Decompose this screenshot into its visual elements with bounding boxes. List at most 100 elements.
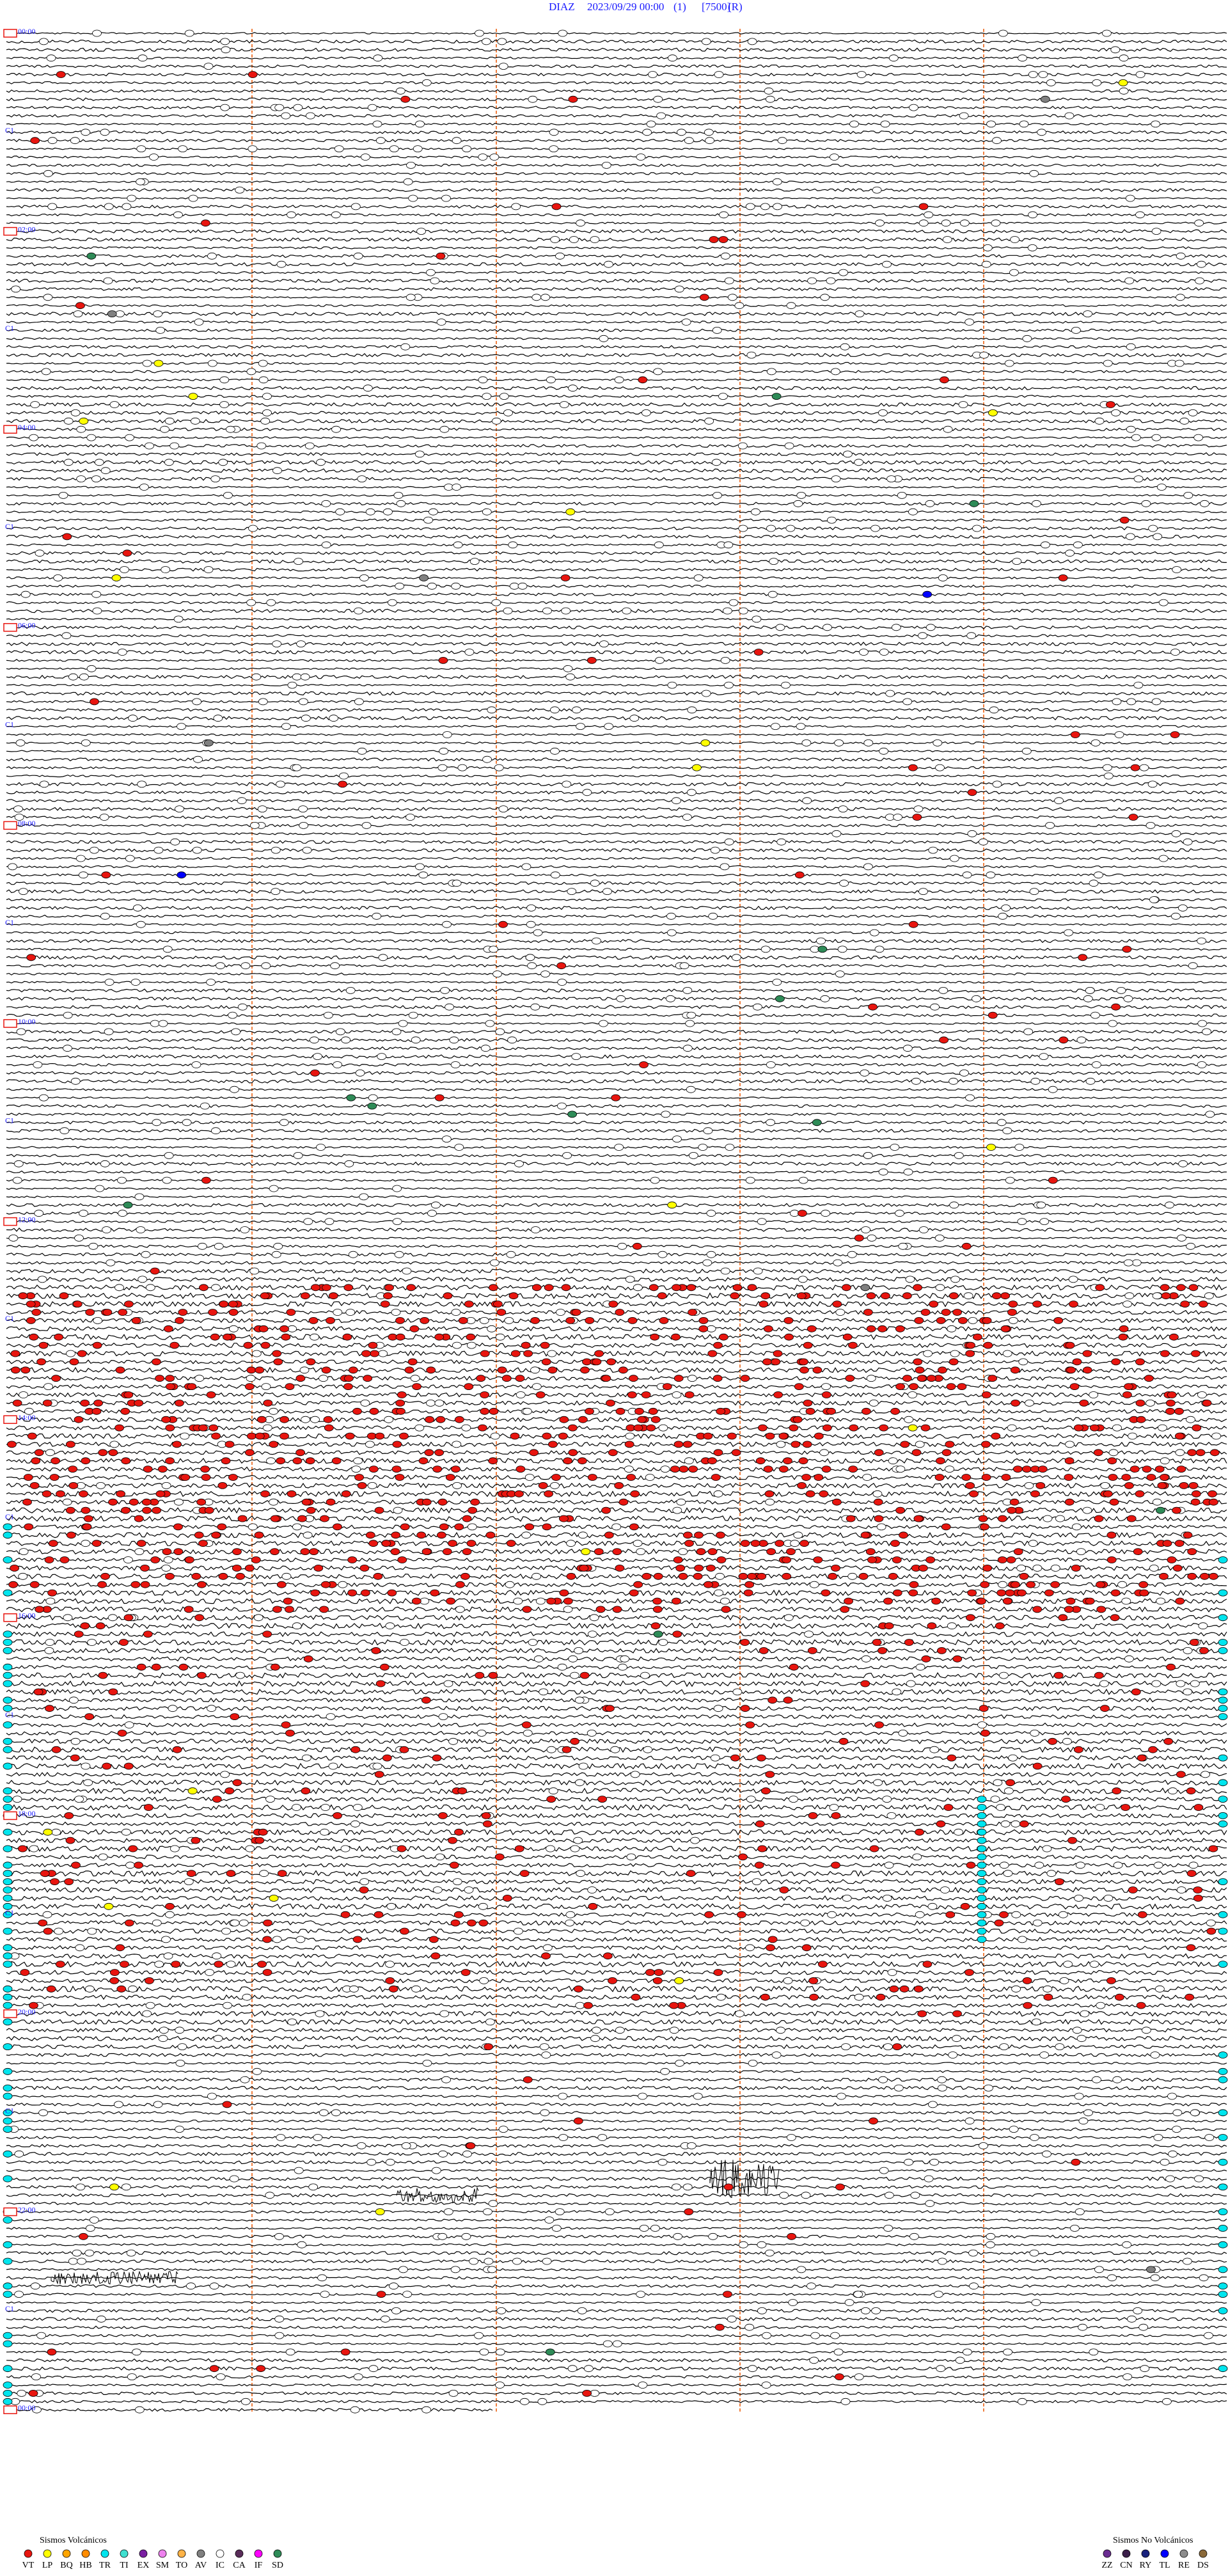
- event-marker: [773, 203, 782, 210]
- event-marker: [368, 1341, 378, 1349]
- event-marker: [937, 2076, 947, 2083]
- event-marker: [130, 979, 141, 986]
- trace: [6, 345, 1227, 349]
- event-marker: [793, 500, 803, 507]
- event-marker: [194, 1531, 204, 1539]
- trace: [6, 543, 1227, 546]
- event-marker: [831, 475, 841, 482]
- event-marker: [928, 2101, 938, 2108]
- event-marker: [912, 1853, 922, 1861]
- event-marker: [941, 1523, 951, 1531]
- event-marker: [840, 1606, 850, 1613]
- event-marker: [73, 310, 83, 318]
- event-marker: [783, 1977, 793, 1984]
- event-marker: [703, 1127, 713, 1135]
- event-marker: [3, 1737, 13, 1745]
- event-marker: [1218, 1820, 1228, 1828]
- event-marker: [462, 2150, 472, 2158]
- event-marker: [816, 937, 826, 945]
- event-marker: [1039, 2051, 1050, 2058]
- event-marker: [276, 1457, 286, 1465]
- event-marker: [43, 1927, 53, 1935]
- event-marker: [1165, 1407, 1175, 1415]
- event-marker: [577, 2307, 587, 2314]
- event-marker: [977, 1927, 987, 1935]
- event-marker: [93, 1399, 104, 1407]
- event-marker: [766, 525, 776, 532]
- event-marker: [451, 1309, 461, 1316]
- event-marker: [121, 1828, 131, 1836]
- event-marker: [821, 1589, 831, 1597]
- event-marker: [519, 1870, 530, 1877]
- event-marker: [652, 1597, 662, 1605]
- event-marker: [269, 1407, 279, 1415]
- event-marker: [466, 2142, 476, 2149]
- event-marker: [187, 1383, 197, 1391]
- event-marker: [783, 1696, 793, 1704]
- event-marker: [887, 1969, 897, 1976]
- event-marker: [555, 2208, 565, 2216]
- event-marker: [224, 1787, 235, 1795]
- event-marker: [590, 2035, 600, 2043]
- legend-title: Sismos Volcánicos: [40, 2536, 107, 2545]
- event-marker: [1121, 1597, 1131, 1605]
- event-marker: [650, 2224, 660, 2232]
- event-marker: [863, 739, 874, 747]
- legend-swatch: [139, 2549, 148, 2558]
- event-marker: [34, 1210, 44, 1217]
- event-marker: [1011, 1399, 1020, 1407]
- event-marker: [20, 1366, 31, 1374]
- event-marker: [716, 1993, 726, 2001]
- event-marker: [3, 1746, 13, 1753]
- event-marker: [708, 912, 718, 920]
- event-marker: [75, 302, 85, 310]
- event-marker: [713, 1449, 723, 1457]
- event-marker: [505, 1581, 515, 1588]
- event-marker: [1218, 2067, 1228, 2075]
- event-marker: [783, 1316, 794, 1324]
- event-marker: [383, 508, 393, 516]
- event-marker: [1127, 2315, 1137, 2323]
- event-marker: [571, 1309, 581, 1316]
- event-marker: [712, 327, 722, 334]
- event-marker: [258, 1828, 268, 1836]
- trace: [6, 2218, 1227, 2222]
- event-marker: [326, 1316, 335, 1324]
- event-marker: [1187, 1572, 1197, 1580]
- event-marker: [823, 624, 832, 631]
- event-marker: [109, 2183, 120, 2191]
- event-marker: [69, 1358, 79, 1366]
- event-marker: [42, 1911, 52, 1918]
- trace: [6, 790, 1227, 794]
- event-marker: [164, 417, 175, 425]
- event-marker: [1218, 2183, 1228, 2191]
- event-marker: [77, 1350, 87, 1357]
- event-marker: [1032, 1762, 1043, 1770]
- event-marker: [938, 987, 949, 994]
- event-marker: [952, 1655, 963, 1663]
- event-marker: [3, 1902, 13, 1910]
- event-marker: [62, 533, 72, 541]
- trace: [6, 2234, 1227, 2239]
- event-marker: [738, 1853, 748, 1861]
- event-marker: [354, 607, 363, 615]
- event-marker: [835, 970, 845, 977]
- event-marker: [572, 706, 581, 714]
- event-marker: [1218, 1688, 1228, 1696]
- event-marker: [237, 797, 247, 805]
- event-marker: [667, 1201, 677, 1209]
- event-marker: [1102, 29, 1112, 37]
- event-marker: [707, 1457, 717, 1465]
- event-marker: [384, 1416, 394, 1423]
- event-marker: [757, 1572, 767, 1580]
- event-marker: [124, 1919, 134, 1927]
- event-marker: [142, 2010, 152, 2018]
- event-marker: [658, 1639, 668, 1646]
- event-marker: [3, 2257, 13, 2265]
- event-marker: [482, 393, 492, 400]
- event-marker: [342, 1333, 352, 1341]
- event-marker: [1152, 1498, 1162, 1506]
- event-marker: [648, 71, 657, 78]
- event-marker: [367, 104, 377, 111]
- event-marker: [488, 1284, 498, 1292]
